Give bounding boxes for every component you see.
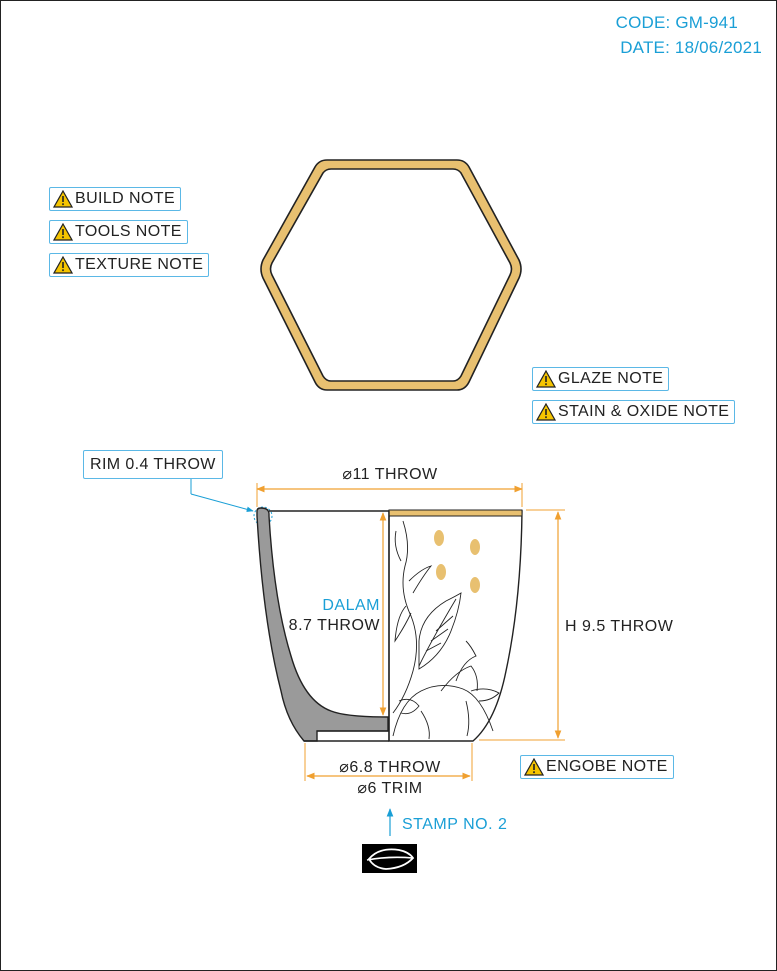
warning-icon [53, 223, 73, 241]
glaze-note-button[interactable]: GLAZE NOTE [532, 367, 670, 391]
build-note-label: BUILD NOTE [75, 190, 176, 207]
tools-note-label: TOOLS NOTE [75, 223, 182, 240]
height-label: H 9.5 THROW [565, 618, 674, 635]
leaf-decoration-icon [392, 520, 500, 740]
drawing-date: DATE: 18/06/2021 [620, 38, 762, 57]
build-note-button[interactable]: BUILD NOTE [49, 187, 182, 211]
texture-note-button[interactable]: TEXTURE NOTE [49, 253, 210, 277]
cup-cross-section [256, 507, 389, 742]
warning-icon [53, 256, 73, 274]
warning-icon [53, 190, 73, 208]
rim-callout[interactable]: RIM 0.4 THROW [83, 450, 223, 479]
rim-callout-label: RIM 0.4 THROW [90, 455, 216, 473]
warning-icon [524, 758, 544, 776]
foot-diameter-dimension: ⌀6.8 THROW ⌀6 TRIM [304, 743, 473, 797]
stamp-callout: STAMP NO. 2 [386, 808, 507, 836]
stain-oxide-note-label: STAIN & OXIDE NOTE [558, 403, 730, 420]
engobe-note-label: ENGOBE NOTE [546, 758, 668, 775]
cup-exterior [388, 509, 523, 742]
height-dimension: H 9.5 THROW [479, 509, 674, 741]
stain-oxide-note-button[interactable]: STAIN & OXIDE NOTE [532, 400, 736, 424]
glaze-note-label: GLAZE NOTE [558, 370, 664, 387]
leaf-stamp-icon [362, 844, 417, 873]
engobe-note-button[interactable]: ENGOBE NOTE [520, 755, 674, 779]
top-diameter-dimension: ⌀11 THROW [256, 466, 523, 507]
trim-diameter-label: ⌀6 TRIM [357, 780, 422, 797]
tools-note-button[interactable]: TOOLS NOTE [49, 220, 188, 244]
product-code: CODE: GM-941 [615, 13, 738, 32]
inner-depth-dimension: DALAM 8.7 THROW [289, 512, 387, 716]
top-view-hexagon [260, 159, 522, 391]
warning-icon [536, 370, 556, 388]
warning-icon [536, 403, 556, 421]
rim-leader [190, 479, 273, 526]
inner-depth-value: 8.7 THROW [289, 617, 381, 634]
texture-note-label: TEXTURE NOTE [75, 256, 204, 273]
foot-diameter-label: ⌀6.8 THROW [339, 759, 441, 776]
top-diameter-label: ⌀11 THROW [342, 466, 438, 483]
stamp-label: STAMP NO. 2 [402, 816, 507, 833]
inner-depth-label: DALAM [322, 597, 380, 614]
